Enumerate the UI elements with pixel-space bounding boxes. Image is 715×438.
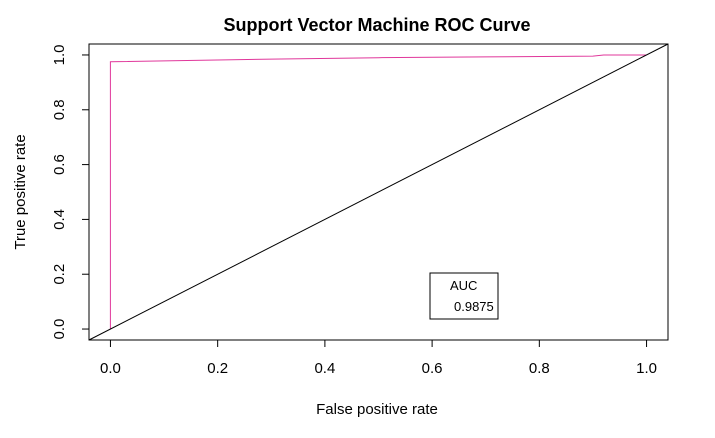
- y-tick-label: 0.0: [51, 319, 68, 340]
- roc-curve-line: [109, 54, 647, 329]
- x-axis-label: False positive rate: [316, 401, 438, 418]
- x-tick-label: 0.0: [100, 360, 121, 377]
- x-tick-label: 1.0: [636, 360, 657, 377]
- y-tick-label: 1.0: [51, 45, 68, 66]
- chart-title: Support Vector Machine ROC Curve: [223, 15, 530, 35]
- y-axis: 0.0 0.2 0.4 0.6 0.8 1.0: [51, 45, 90, 340]
- y-tick-label: 0.4: [51, 209, 68, 230]
- x-tick-label: 0.6: [422, 360, 443, 377]
- x-axis: 0.0 0.2 0.4 0.6 0.8 1.0: [100, 339, 657, 377]
- x-tick-label: 0.2: [207, 360, 228, 377]
- diagonal-reference-line: [88, 43, 669, 341]
- y-tick-label: 0.6: [51, 154, 68, 175]
- auc-legend: AUC 0.9875: [429, 272, 499, 320]
- y-tick-label: 0.2: [51, 264, 68, 285]
- y-tick-label: 0.8: [51, 99, 68, 120]
- auc-legend-box: [429, 272, 499, 320]
- auc-legend-title: AUC: [450, 278, 477, 293]
- x-tick-label: 0.4: [314, 360, 335, 377]
- y-axis-label: True positive rate: [12, 134, 29, 249]
- series-layer: [88, 43, 669, 341]
- x-tick-label: 0.8: [529, 360, 550, 377]
- auc-legend-value: 0.9875: [454, 299, 494, 314]
